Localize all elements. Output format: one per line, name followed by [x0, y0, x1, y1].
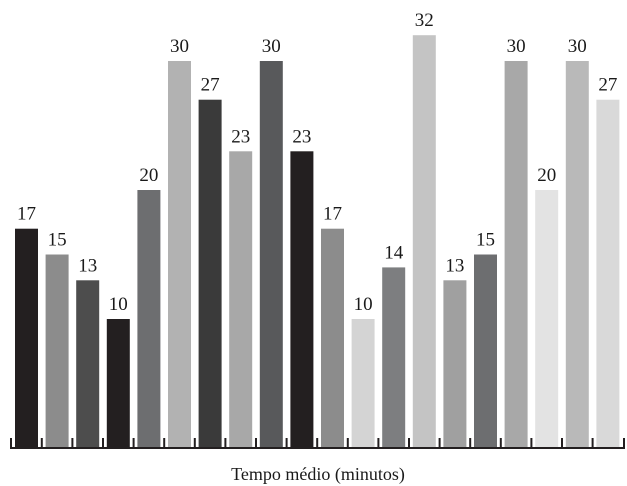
value-label-14: 32: [415, 10, 434, 31]
value-label-13: 14: [384, 242, 404, 263]
value-label-7: 27: [201, 75, 220, 96]
value-label-15: 13: [445, 255, 464, 276]
bar-7: [198, 99, 222, 448]
bar-3: [76, 280, 100, 448]
value-label-3: 13: [78, 255, 97, 276]
value-label-12: 10: [354, 294, 373, 315]
bar-8: [229, 151, 253, 449]
bar-15: [443, 280, 467, 448]
bar-6: [168, 61, 191, 448]
value-label-20: 27: [598, 75, 617, 96]
value-label-16: 15: [476, 230, 495, 251]
x-axis-label: Tempo médio (minutos): [231, 464, 405, 485]
bar-2: [45, 254, 69, 448]
value-label-9: 30: [262, 36, 281, 57]
bar-1: [15, 228, 38, 448]
bar-5: [137, 190, 161, 448]
x-axis-ticks: [10, 438, 625, 448]
bar-17: [504, 61, 528, 448]
value-label-1: 17: [17, 204, 36, 225]
bars-group: [15, 35, 620, 449]
bar-14: [412, 35, 436, 448]
value-label-6: 30: [170, 36, 189, 57]
value-label-2: 15: [48, 230, 67, 251]
bar-19: [565, 61, 589, 448]
bar-4: [106, 319, 130, 448]
value-label-17: 30: [507, 36, 526, 57]
value-label-11: 17: [323, 204, 342, 225]
value-labels-group: 17 15 13 10 20 30 27 23 30 23 17 10 14 32 13 15 30 20 30 27: [17, 10, 617, 315]
bar-16: [474, 254, 497, 448]
value-label-10: 23: [292, 126, 311, 147]
bar-20: [596, 99, 620, 448]
bar-18: [535, 190, 559, 448]
bar-13: [382, 267, 406, 448]
value-label-19: 30: [568, 36, 587, 57]
bar-10: [290, 151, 314, 449]
value-label-4: 10: [109, 294, 128, 315]
value-label-5: 20: [139, 165, 158, 186]
bar-11: [321, 228, 344, 448]
bar-12: [351, 319, 375, 448]
value-label-8: 23: [231, 126, 250, 147]
bar-9: [259, 61, 283, 448]
value-label-18: 20: [537, 165, 556, 186]
